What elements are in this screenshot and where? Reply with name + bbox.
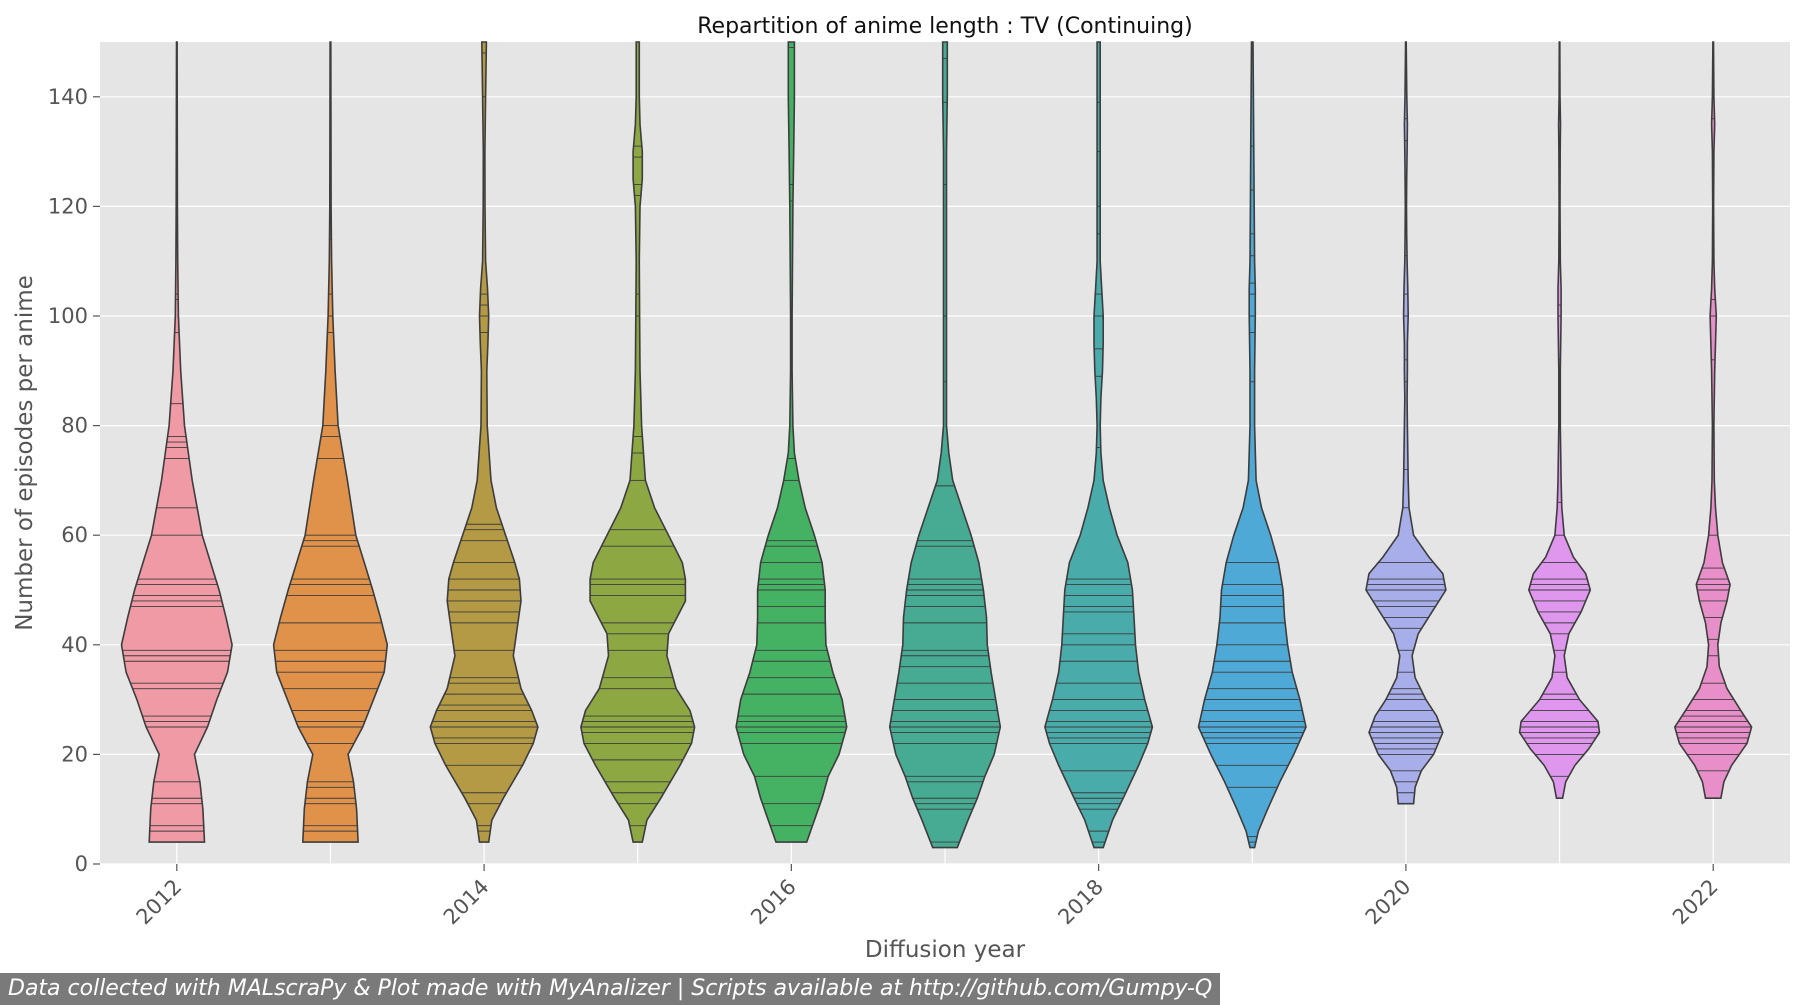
x-axis: 2012 2014 2016 2018 2020 2022 bbox=[132, 864, 1723, 929]
x-tick-label-2012: 2012 bbox=[132, 875, 187, 930]
y-axis-label: Number of episodes per anime bbox=[12, 275, 38, 631]
x-tick-label-2016: 2016 bbox=[746, 875, 801, 930]
violin-2014 bbox=[429, 41, 539, 843]
y-tick-label-0: 0 bbox=[75, 852, 88, 876]
x-tick-label-2022: 2022 bbox=[1668, 875, 1723, 930]
chart-title: Repartition of anime length : TV (Contin… bbox=[697, 14, 1192, 39]
footer-credits: Data collected with MALscraPy & Plot mad… bbox=[0, 973, 1221, 1005]
violin-2015 bbox=[580, 41, 696, 843]
x-tick-label-2020: 2020 bbox=[1361, 875, 1416, 930]
violins bbox=[120, 41, 1753, 849]
x-tick-label-2014: 2014 bbox=[439, 875, 494, 930]
violin-2013 bbox=[272, 41, 389, 843]
x-axis-label: Diffusion year bbox=[865, 937, 1026, 963]
y-tick-label-120: 120 bbox=[48, 194, 88, 218]
y-tick-label-40: 40 bbox=[61, 633, 88, 657]
x-tick-label-2018: 2018 bbox=[1053, 875, 1108, 930]
y-tick-label-60: 60 bbox=[61, 523, 88, 547]
violin-2016 bbox=[735, 41, 848, 843]
violin-2017 bbox=[888, 41, 1002, 849]
violin-2022 bbox=[1673, 41, 1753, 800]
y-tick-label-140: 140 bbox=[48, 85, 88, 109]
y-axis: 0 20 40 60 80 100 120 140 bbox=[48, 85, 100, 876]
y-tick-label-80: 80 bbox=[61, 414, 88, 438]
violin-2021 bbox=[1518, 41, 1601, 800]
violin-2020 bbox=[1365, 41, 1447, 805]
y-tick-label-100: 100 bbox=[48, 304, 88, 328]
y-tick-label-20: 20 bbox=[61, 742, 88, 766]
